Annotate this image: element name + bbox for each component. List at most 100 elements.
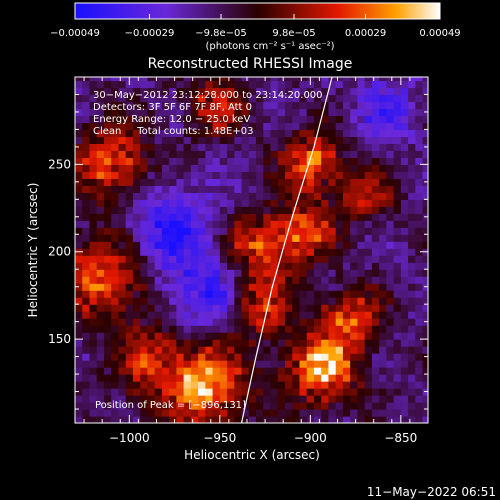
heatmap-cell [321, 192, 330, 200]
heatmap-cell [125, 101, 134, 110]
heatmap-cell [183, 304, 192, 312]
heatmap-cell [111, 77, 120, 82]
heatmap-cell [292, 108, 301, 117]
heatmap-cell [313, 416, 322, 423]
heatmap-cell [96, 318, 105, 326]
heatmap-cell [183, 255, 192, 263]
heatmap-cell [342, 150, 351, 158]
heatmap-cell [321, 339, 330, 347]
heatmap-cell [371, 206, 380, 214]
heatmap-cell [125, 290, 134, 298]
heatmap-cell [140, 80, 149, 89]
heatmap-cell [118, 94, 127, 103]
heatmap-cell [132, 87, 141, 96]
heatmap-cell [234, 262, 243, 270]
heatmap-cell [183, 129, 192, 138]
heatmap-cell [227, 129, 235, 138]
heatmap-cell [75, 234, 83, 242]
heatmap-cell [284, 206, 293, 214]
heatmap-cell [379, 157, 387, 165]
heatmap-cell [198, 346, 206, 354]
heatmap-cell [292, 157, 301, 165]
heatmap-cell [111, 360, 120, 368]
heatmap-cell [212, 185, 221, 193]
heatmap-cell [198, 269, 206, 277]
heatmap-cell [219, 332, 228, 340]
heatmap-cell [292, 234, 301, 242]
heatmap-cell [176, 381, 185, 389]
heatmap-cell [212, 255, 221, 263]
heatmap-cell [118, 171, 127, 179]
heatmap-cell [241, 367, 250, 375]
heatmap-cell [132, 276, 141, 284]
heatmap-cell [321, 122, 330, 131]
heatmap-cell [256, 80, 264, 89]
heatmap-cell [89, 77, 98, 82]
heatmap-cell [415, 255, 424, 263]
heatmap-cell [227, 395, 235, 403]
heatmap-cell [321, 388, 330, 396]
heatmap-cell [118, 374, 127, 382]
heatmap-cell [371, 192, 380, 200]
heatmap-cell [190, 150, 199, 158]
heatmap-cell [82, 220, 91, 228]
heatmap-cell [125, 255, 134, 263]
heatmap-cell [313, 269, 322, 277]
heatmap-cell [263, 206, 272, 214]
heatmap-cell [169, 388, 177, 396]
heatmap-cell [350, 171, 358, 179]
heatmap-cell [364, 178, 373, 186]
heatmap-cell [198, 171, 206, 179]
heatmap-cell [140, 129, 149, 138]
heatmap-cell [147, 206, 156, 214]
heatmap-cell [248, 409, 257, 417]
heatmap-cell [342, 213, 351, 221]
heatmap-cell [408, 262, 416, 270]
heatmap-cell [350, 339, 358, 347]
heatmap-cell [263, 381, 272, 389]
heatmap-cell [328, 367, 337, 375]
x-tick-label: −950 [203, 431, 236, 445]
heatmap-cell [284, 409, 293, 417]
heatmap-cell [190, 122, 199, 131]
heatmap-cell [400, 87, 409, 96]
heatmap-cell [422, 136, 428, 145]
heatmap-cell [284, 80, 293, 89]
heatmap-cell [393, 269, 402, 277]
heatmap-cell [335, 360, 344, 368]
heatmap-cell [263, 332, 272, 340]
heatmap-cell [284, 332, 293, 340]
heatmap-cell [335, 136, 344, 145]
heatmap-cell [132, 234, 141, 242]
heatmap-cell [321, 220, 330, 228]
heatmap-cell [313, 185, 322, 193]
heatmap-cell [198, 304, 206, 312]
heatmap-cell [284, 402, 293, 410]
heatmap-cell [371, 318, 380, 326]
heatmap-cell [82, 185, 91, 193]
heatmap-cell [111, 115, 120, 124]
heatmap-cell [96, 290, 105, 298]
heatmap-cell [227, 297, 235, 305]
heatmap-cell [212, 346, 221, 354]
heatmap-cell [379, 346, 387, 354]
heatmap-cell [364, 80, 373, 89]
heatmap-cell [125, 339, 134, 347]
heatmap-cell [198, 227, 206, 235]
heatmap-cell [183, 150, 192, 158]
colorbar-tick-label: 0.00049 [419, 28, 460, 39]
heatmap-cell [299, 101, 308, 110]
heatmap-cell [364, 416, 373, 423]
heatmap-cell [299, 353, 308, 361]
heatmap-cell [111, 94, 120, 103]
heatmap-cell [75, 227, 83, 235]
heatmap-cell [241, 185, 250, 193]
heatmap-cell [176, 122, 185, 131]
heatmap-cell [147, 115, 156, 124]
heatmap-cell [227, 325, 235, 333]
heatmap-cell [111, 318, 120, 326]
heatmap-cell [256, 353, 264, 361]
heatmap-cell [313, 199, 322, 207]
heatmap-cell [169, 241, 177, 249]
heatmap-cell [408, 402, 416, 410]
